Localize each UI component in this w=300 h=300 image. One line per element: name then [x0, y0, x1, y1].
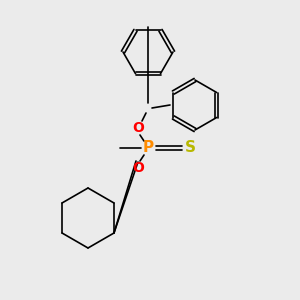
Text: S: S: [184, 140, 196, 155]
Text: O: O: [132, 121, 144, 135]
Text: P: P: [142, 140, 154, 155]
Text: O: O: [132, 161, 144, 175]
